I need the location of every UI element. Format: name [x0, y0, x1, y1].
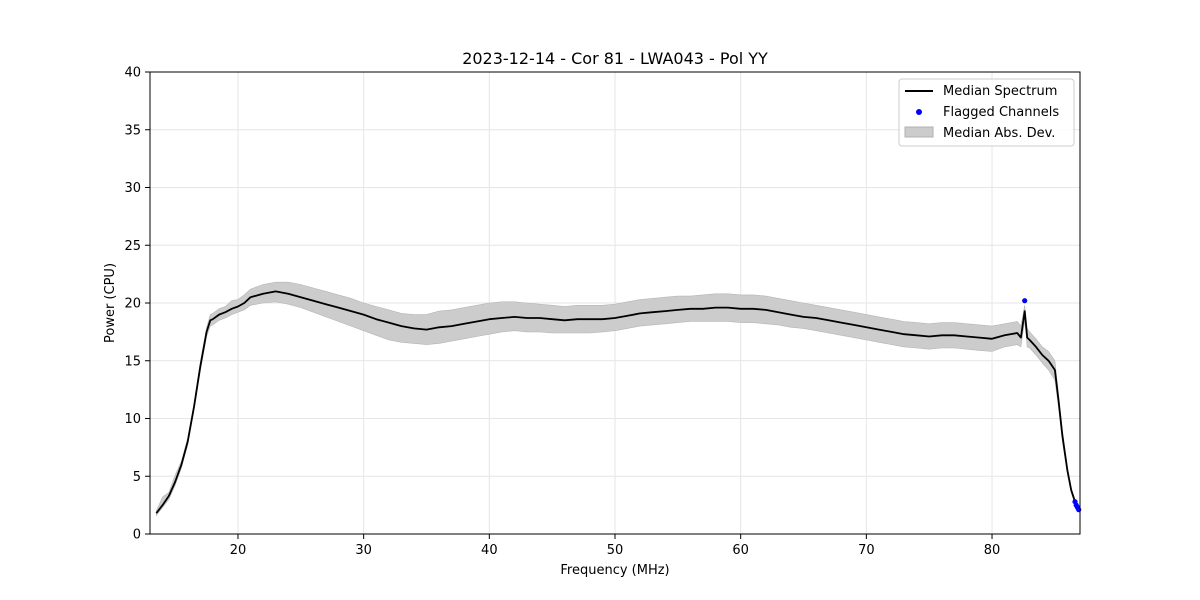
legend-label-mad: Median Abs. Dev.	[943, 126, 1055, 141]
x-tick-label: 80	[984, 543, 1001, 558]
legend: Median Spectrum Flagged Channels Median …	[898, 78, 1075, 147]
y-tick-label: 5	[133, 470, 141, 485]
flagged-channel-point	[1022, 298, 1028, 304]
x-tick-label: 20	[230, 543, 247, 558]
chart-title: 2023-12-14 - Cor 81 - LWA043 - Pol YY	[462, 49, 768, 68]
y-tick-label: 15	[124, 354, 141, 369]
median-line-layer	[155, 290, 1080, 514]
legend-frame	[898, 78, 1075, 147]
y-tick-label: 10	[124, 412, 141, 427]
x-tick-label: 60	[732, 543, 749, 558]
x-tick-label: 30	[355, 543, 372, 558]
x-tick-label: 70	[858, 543, 875, 558]
y-tick-label: 35	[124, 123, 141, 138]
legend-label-flagged: Flagged Channels	[943, 105, 1059, 120]
y-tick-label: 40	[124, 66, 141, 81]
x-tick-label: 50	[607, 543, 624, 558]
median-spectrum-line	[155, 290, 1080, 514]
legend-swatch-mad	[904, 126, 934, 138]
y-tick-label: 30	[124, 181, 141, 196]
y-axis-ticks: 0 5 10 15 20 25 30 35 40	[124, 66, 150, 543]
y-tick-label: 20	[124, 297, 141, 312]
y-tick-label: 0	[133, 528, 141, 543]
y-axis-label: Power (CPU)	[103, 263, 118, 343]
flagged-points-layer	[1022, 298, 1082, 513]
x-tick-label: 40	[481, 543, 498, 558]
legend-label-median: Median Spectrum	[943, 84, 1057, 99]
legend-swatch-flagged	[916, 109, 922, 115]
x-axis-ticks: 20 30 40 50 60 70 80	[230, 534, 1001, 558]
y-tick-label: 25	[124, 239, 141, 254]
flagged-channel-point	[1076, 507, 1082, 513]
x-axis-label: Frequency (MHz)	[560, 563, 669, 578]
